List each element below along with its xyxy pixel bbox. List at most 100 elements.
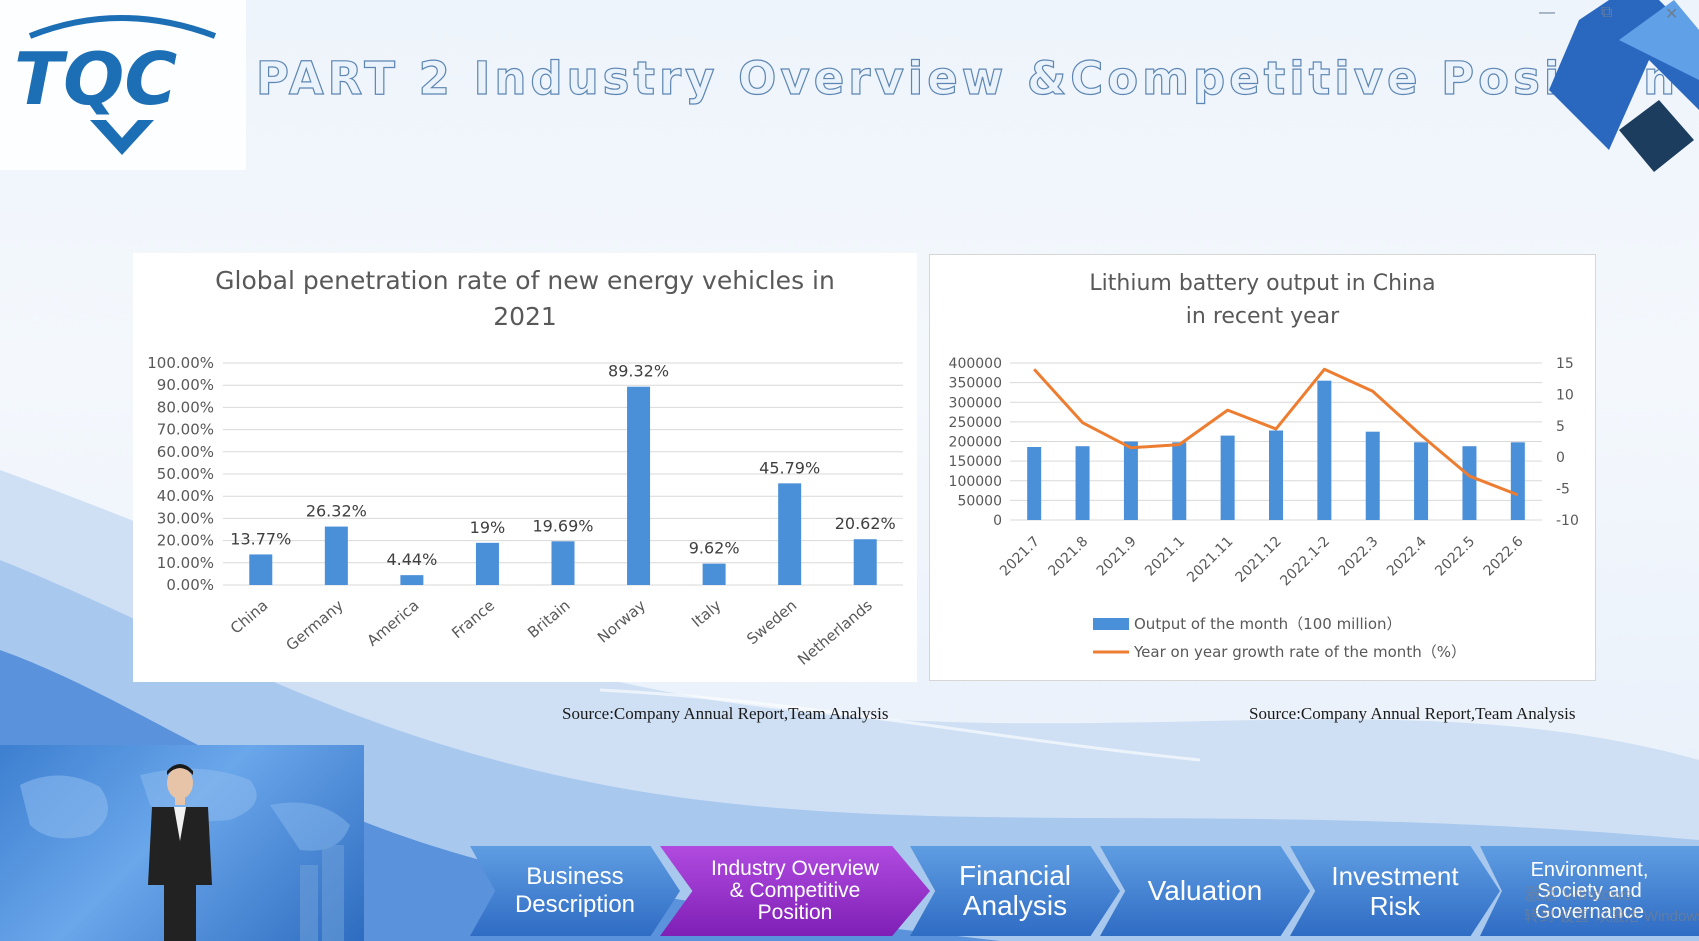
svg-text:TQC: TQC bbox=[14, 37, 177, 121]
legend-swatch-bar bbox=[1093, 618, 1129, 630]
nav-valuation[interactable]: Valuation bbox=[1100, 846, 1310, 936]
data-label: 19.69% bbox=[532, 516, 593, 535]
y-right-tick-label: -5 bbox=[1556, 482, 1570, 498]
data-label: 13.77% bbox=[230, 529, 291, 548]
x-tick-label: 2022.5 bbox=[1432, 534, 1478, 580]
penetration-chart-title: Global penetration rate of new energy ve… bbox=[215, 266, 835, 331]
legend-label-output: Output of the month（100 million） bbox=[1134, 615, 1402, 633]
data-label: 4.44% bbox=[386, 550, 437, 569]
y-left-tick-label: 300000 bbox=[949, 395, 1002, 411]
y-tick-label: 30.00% bbox=[157, 509, 214, 527]
nav-investment-risk[interactable]: Investment Risk bbox=[1290, 846, 1500, 936]
window-controls: — ⧉ ✕ bbox=[1519, 4, 1699, 30]
y-tick-label: 60.00% bbox=[157, 443, 214, 461]
bar bbox=[853, 539, 877, 585]
y-tick-label: 70.00% bbox=[157, 421, 214, 439]
bar bbox=[475, 542, 499, 585]
x-tick-label: 2021.11 bbox=[1184, 534, 1236, 586]
y-left-tick-label: 100000 bbox=[949, 474, 1002, 490]
y-tick-label: 90.00% bbox=[157, 376, 214, 394]
y-left-tick-label: 150000 bbox=[949, 454, 1002, 470]
bar bbox=[400, 575, 424, 585]
battery-chart-card: Lithium battery output in China in recen… bbox=[929, 254, 1596, 681]
data-label: 45.79% bbox=[759, 458, 820, 477]
data-label: 9.62% bbox=[689, 539, 740, 558]
y-right-tick-label: 5 bbox=[1556, 419, 1565, 435]
data-label: 89.32% bbox=[608, 362, 669, 381]
x-tick-label: Netherlands bbox=[794, 596, 876, 669]
bar bbox=[1365, 431, 1380, 520]
y-tick-label: 20.00% bbox=[157, 532, 214, 550]
activation-watermark-line2: 转到"设置"以激活 Windows bbox=[1524, 908, 1699, 925]
data-label: 19% bbox=[470, 518, 506, 537]
y-left-tick-label: 350000 bbox=[949, 376, 1002, 392]
close-icon[interactable]: ✕ bbox=[1665, 6, 1679, 23]
legend-label-growth: Year on year growth rate of the month（%） bbox=[1133, 643, 1466, 661]
x-tick-label: Britain bbox=[524, 596, 573, 642]
x-tick-label: Norway bbox=[594, 596, 649, 646]
y-tick-label: 40.00% bbox=[157, 487, 214, 505]
x-tick-label: 2022.4 bbox=[1384, 533, 1430, 579]
y-left-tick-label: 400000 bbox=[949, 356, 1002, 372]
y-right-tick-label: -10 bbox=[1556, 513, 1579, 529]
nav-esg[interactable]: Environment, Society and Governance bbox=[1480, 846, 1699, 936]
company-logo: TQC bbox=[0, 0, 246, 170]
y-right-tick-label: 0 bbox=[1556, 450, 1565, 466]
data-label: 20.62% bbox=[835, 514, 896, 533]
nav-financial-analysis[interactable]: Financial Analysis bbox=[910, 846, 1120, 936]
minimize-icon[interactable]: — bbox=[1539, 4, 1555, 21]
nav-business-description[interactable]: Business Description bbox=[470, 846, 680, 936]
slide-title: PART 2 Industry Overview &Competitive Po… bbox=[255, 51, 1680, 105]
bar bbox=[249, 554, 273, 585]
bar bbox=[702, 563, 726, 585]
presenter-figure bbox=[148, 764, 212, 941]
nav-industry-overview[interactable]: Industry Overview & Competitive Position bbox=[660, 846, 930, 936]
y-tick-label: 50.00% bbox=[157, 465, 214, 483]
y-right-tick-label: 10 bbox=[1556, 387, 1574, 403]
bar bbox=[1075, 446, 1090, 520]
x-tick-label: 2021.8 bbox=[1045, 534, 1091, 580]
growth-rate-line bbox=[1033, 367, 1519, 497]
x-tick-label: 2022.3 bbox=[1336, 534, 1382, 580]
presenter-video bbox=[0, 745, 364, 941]
bar bbox=[1220, 435, 1235, 520]
penetration-chart-card: Global penetration rate of new energy ve… bbox=[133, 253, 917, 682]
bar bbox=[1510, 442, 1525, 520]
x-tick-label: Sweden bbox=[743, 596, 800, 648]
y-left-tick-label: 250000 bbox=[949, 415, 1002, 431]
x-tick-label: 2021.9 bbox=[1094, 534, 1140, 580]
data-label: 26.32% bbox=[306, 502, 367, 521]
bar bbox=[1414, 442, 1429, 520]
activation-watermark-line1: 激活 Windows bbox=[1524, 885, 1632, 904]
x-tick-label: 2021.7 bbox=[997, 534, 1043, 580]
penetration-bar-chart: 0.00% 10.00% 20.00% 30.00% 40.00% 50.00% 60.00… bbox=[147, 354, 903, 669]
x-tick-label: 2022.1-2 bbox=[1277, 534, 1333, 590]
bar bbox=[1027, 446, 1042, 520]
y-tick-label: 80.00% bbox=[157, 398, 214, 416]
bar bbox=[627, 386, 651, 585]
bar bbox=[1269, 430, 1283, 520]
x-tick-label: America bbox=[363, 596, 422, 650]
bar bbox=[551, 541, 575, 585]
battery-chart-title: Lithium battery output in China in recen… bbox=[1089, 271, 1436, 329]
x-tick-label: China bbox=[227, 596, 271, 637]
x-tick-label: France bbox=[448, 596, 498, 642]
x-tick-label: 2021.1 bbox=[1142, 534, 1188, 580]
x-tick-label: 2022.6 bbox=[1481, 533, 1527, 579]
restore-icon[interactable]: ⧉ bbox=[1601, 4, 1613, 21]
bar bbox=[324, 526, 348, 585]
y-tick-label: 0.00% bbox=[166, 576, 214, 594]
bar bbox=[778, 483, 802, 585]
x-tick-label: Germany bbox=[283, 596, 347, 654]
section-navigation: Business Description Industry Overview &… bbox=[470, 846, 1699, 941]
y-left-tick-label: 200000 bbox=[949, 435, 1002, 451]
y-left-tick-label: 0 bbox=[993, 513, 1002, 529]
bar bbox=[1317, 380, 1332, 520]
bar bbox=[1172, 442, 1187, 520]
corner-decoration bbox=[1549, 0, 1699, 172]
y-tick-label: 100.00% bbox=[147, 354, 214, 372]
x-tick-label: Italy bbox=[688, 596, 725, 631]
y-right-tick-label: 15 bbox=[1556, 356, 1574, 372]
left-chart-source: Source:Company Annual Report,Team Analys… bbox=[562, 704, 889, 723]
y-left-tick-label: 50000 bbox=[957, 493, 1002, 509]
